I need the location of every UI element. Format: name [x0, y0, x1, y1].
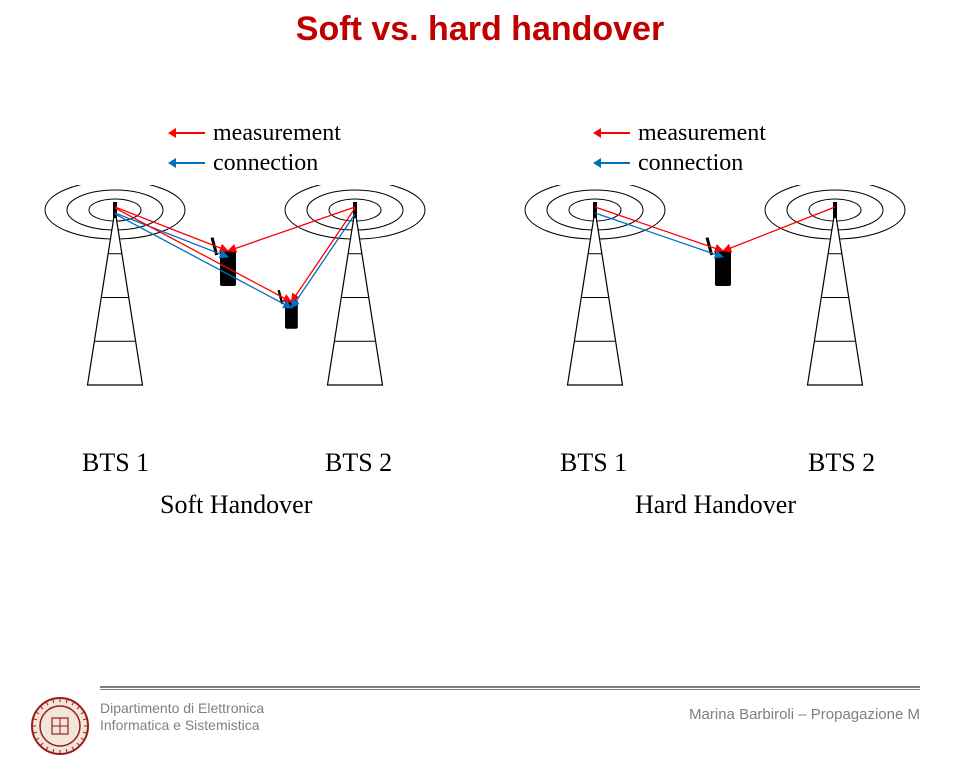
bts-label: BTS 2: [808, 448, 875, 478]
legend-row-measurement: measurement: [175, 118, 341, 148]
arrow-icon: [175, 162, 205, 164]
bts-label: BTS 2: [325, 448, 392, 478]
legend-row-measurement: measurement: [600, 118, 766, 148]
legend-label: connection: [213, 148, 318, 178]
bts-label: BTS 1: [560, 448, 627, 478]
caption-hard: Hard Handover: [635, 490, 796, 520]
author-line: Marina Barbiroli – Propagazione M: [689, 706, 920, 723]
legend-left: measurement connection: [175, 118, 341, 178]
footer-divider: [100, 686, 920, 690]
footer: Dipartimento di Elettronica Informatica …: [0, 686, 960, 766]
legend-label: measurement: [213, 118, 341, 148]
dept-line1: Dipartimento di Elettronica: [100, 700, 264, 717]
phone-icon: [706, 237, 731, 286]
dept-line2: Informatica e Sistemistica: [100, 717, 264, 734]
arrow-icon: [175, 132, 205, 134]
legend-row-connection: connection: [175, 148, 341, 178]
dept-name: Dipartimento di Elettronica Informatica …: [100, 700, 264, 734]
arrow-icon: [600, 162, 630, 164]
diagram-stage: [0, 185, 960, 445]
diagram-svg: [0, 185, 960, 445]
legend-right: measurement connection: [600, 118, 766, 178]
bts-label: BTS 1: [82, 448, 149, 478]
legend-label: measurement: [638, 118, 766, 148]
caption-soft: Soft Handover: [160, 490, 312, 520]
university-seal-icon: [30, 696, 90, 756]
page-title: Soft vs. hard handover: [0, 10, 960, 49]
legend-label: connection: [638, 148, 743, 178]
legend-row-connection: connection: [600, 148, 766, 178]
arrow-icon: [600, 132, 630, 134]
